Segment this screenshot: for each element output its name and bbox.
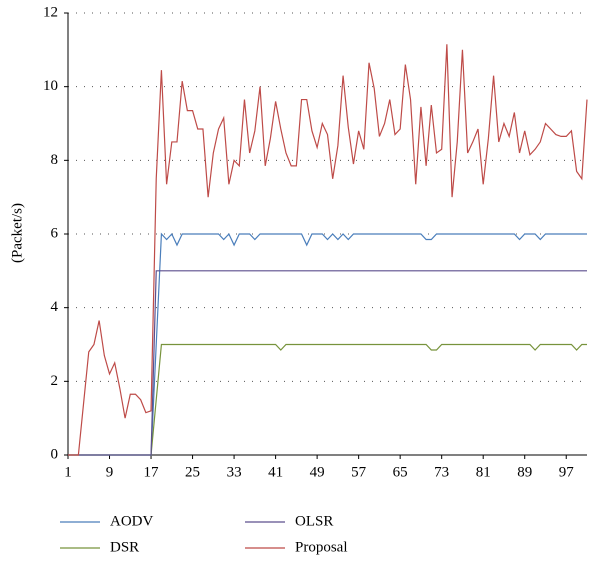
series-line: [68, 44, 588, 456]
y-tick-label: 8: [51, 152, 59, 168]
x-tick-label: 97: [559, 464, 575, 480]
y-tick-label: 4: [51, 299, 59, 315]
legend-label: AODV: [110, 513, 153, 529]
series-line: [68, 270, 587, 456]
y-tick-label: 0: [51, 446, 59, 462]
y-tick-label: 2: [51, 373, 59, 389]
y-tick-label: 10: [43, 78, 58, 94]
x-tick-label: 1: [64, 464, 72, 480]
x-tick-label: 81: [476, 464, 491, 480]
legend-label: Proposal: [295, 539, 348, 555]
x-tick-label: 9: [106, 464, 114, 480]
x-tick-label: 33: [227, 464, 242, 480]
series-line: [68, 232, 587, 456]
x-tick-label: 25: [185, 464, 200, 480]
x-tick-label: 57: [351, 464, 367, 480]
y-tick-label: 12: [43, 4, 58, 20]
series-line: [68, 343, 587, 456]
x-tick-label: 89: [517, 464, 532, 480]
x-tick-label: 73: [434, 464, 449, 480]
x-tick-label: 17: [144, 464, 160, 480]
y-tick-label: 6: [51, 225, 59, 241]
x-tick-label: 65: [393, 464, 408, 480]
x-tick-label: 49: [310, 464, 325, 480]
y-axis-label: (Packet/s): [9, 203, 25, 263]
x-tick-label: 41: [268, 464, 283, 480]
legend-label: OLSR: [295, 513, 333, 529]
legend-label: DSR: [110, 539, 139, 555]
